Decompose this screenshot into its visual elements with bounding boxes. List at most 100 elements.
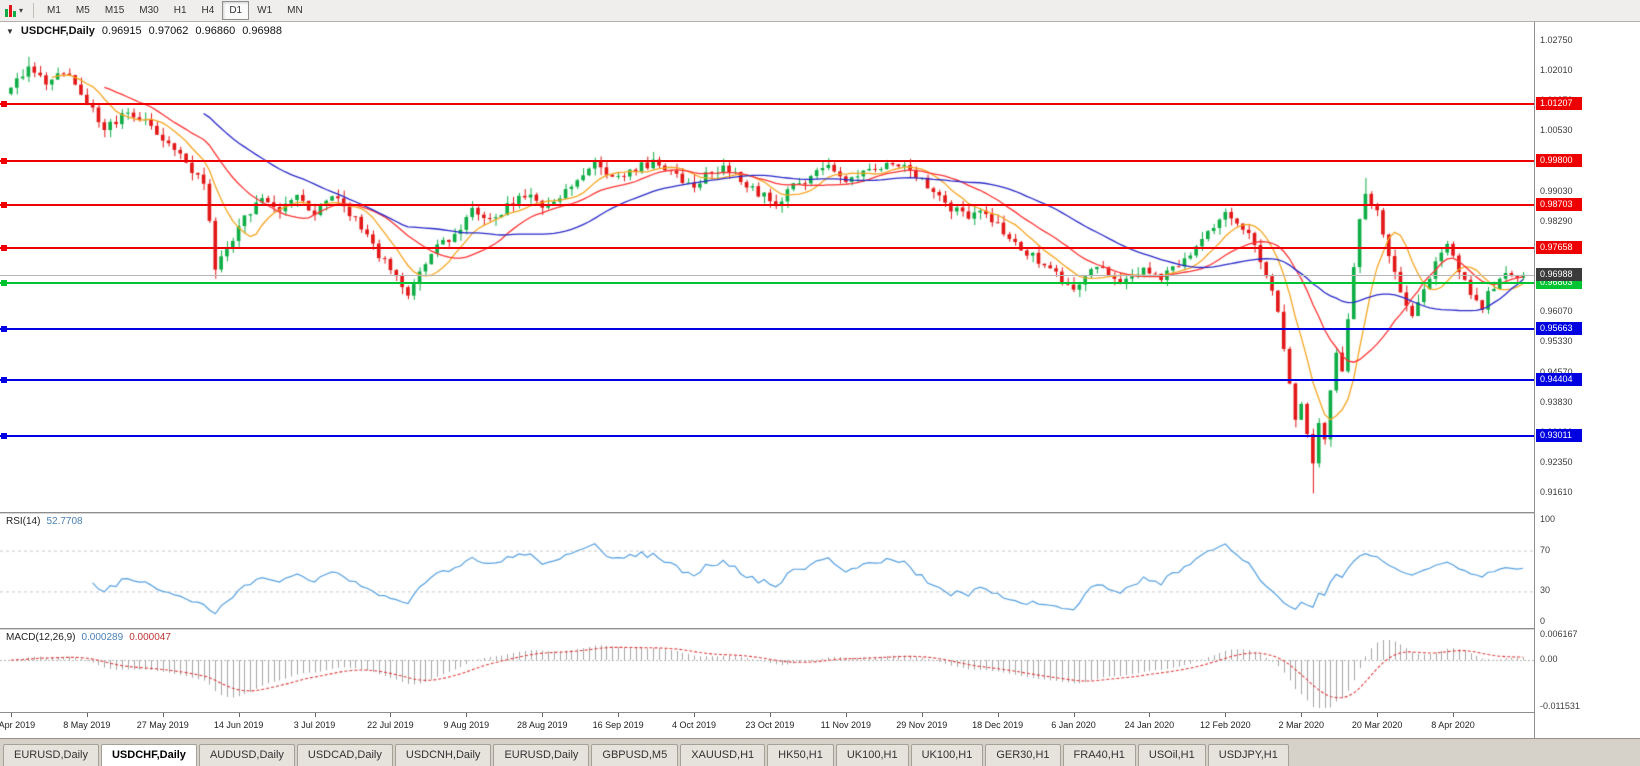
date-label: 27 May 2019 (136, 720, 189, 730)
price-tick-label: 0.96070 (1540, 306, 1573, 317)
timeframe-button-m15[interactable]: M15 (104, 5, 125, 16)
toolbar: ▾ M1 M5 M15 M30 H1 H4 D1 W1 MN (0, 0, 1640, 22)
rsi-canvas[interactable] (0, 514, 1534, 628)
chart-tab-usdchf-daily[interactable]: USDCHF,Daily (100, 744, 197, 766)
price-axis[interactable]: 1.027501.020101.012701.005300.997900.990… (1534, 22, 1640, 738)
date-label: 22 Jul 2019 (367, 720, 414, 730)
timeframe-button-m30[interactable]: M30 (139, 5, 159, 16)
hline-price-label: 1.01207 (1536, 96, 1582, 110)
chart-tab-uk100-h1[interactable]: UK100,H1 (835, 744, 909, 766)
hline-blue-0.94404[interactable] (0, 378, 1534, 381)
hline-price-label: 0.93011 (1536, 429, 1582, 443)
chart-collapse-icon[interactable]: ▼ (6, 26, 14, 36)
last-price-label: 0.96988 (1536, 267, 1582, 281)
date-label: 8 May 2019 (63, 720, 111, 730)
macd-scale-label: 0.006167 (1540, 628, 1578, 639)
chart-tab-uk100-h1[interactable]: UK100,H1 (910, 744, 984, 766)
chart-tab-gbpusd-m5[interactable]: GBPUSD,M5 (591, 744, 679, 766)
rsi-value-label: 52.7708 (46, 516, 83, 527)
hline-red-1.01207[interactable] (0, 102, 1534, 105)
hline-handle[interactable] (1, 157, 7, 164)
time-tick (694, 713, 696, 717)
hline-price-label: 0.95663 (1536, 321, 1582, 335)
macd-title: MACD(12,26,9) 0.000289 0.000047 (6, 632, 171, 643)
macd-main-value: 0.000289 (81, 632, 124, 643)
macd-panel[interactable]: MACD(12,26,9) 0.000289 0.000047 (0, 630, 1534, 712)
timeframe-button-h1[interactable]: H1 (173, 5, 187, 16)
hline-handle[interactable] (1, 325, 7, 332)
macd-name-label: MACD(12,26,9) (6, 632, 76, 643)
time-tick (162, 713, 164, 717)
rsi-panel[interactable]: RSI(14) 52.7708 (0, 514, 1534, 628)
chart-tab-eurusd-daily[interactable]: EURUSD,Daily (3, 744, 99, 766)
price-chart-canvas[interactable] (0, 22, 1534, 512)
hline-handle[interactable] (1, 100, 7, 107)
time-tick (86, 713, 88, 717)
timeframe-button-m1[interactable]: M1 (47, 5, 61, 16)
hline-price-label: 0.94404 (1536, 372, 1582, 386)
timeframe-button-w1[interactable]: W1 (257, 5, 273, 16)
chart-tab-eurusd-daily[interactable]: EURUSD,Daily (493, 744, 590, 766)
chart-tab-usoil-h1[interactable]: USOil,H1 (1137, 744, 1206, 766)
chart-open-value: 0.96915 (101, 25, 142, 37)
rsi-scale-label: 70 (1540, 544, 1551, 555)
hline-red-0.98703[interactable] (0, 204, 1534, 207)
time-axis[interactable]: 19 Apr 2019 8 May 2019 27 May 2019 14 Jun 2… (0, 712, 1534, 738)
panel-divider[interactable] (0, 628, 1534, 630)
chart-tab-xauusd-h1[interactable]: XAUUSD,H1 (680, 744, 766, 766)
chart-tab-audusd-daily[interactable]: AUDUSD,Daily (198, 744, 295, 766)
hline-blue-0.95663[interactable] (0, 327, 1534, 330)
timeframe-button-m5[interactable]: M5 (75, 5, 90, 16)
date-label: 3 Jul 2019 (293, 720, 336, 730)
chart-symbol-label: USDCHF,Daily (20, 25, 95, 37)
date-label: 18 Dec 2019 (972, 720, 1024, 730)
chart-tab-hk50-h1[interactable]: HK50,H1 (767, 744, 834, 766)
hline-green-0.96803[interactable] (0, 281, 1534, 284)
candlestick-chart-icon[interactable] (5, 4, 16, 17)
hline-price-label: 0.97658 (1536, 240, 1582, 254)
date-label: 11 Nov 2019 (820, 720, 871, 730)
chart-type-caret-icon[interactable]: ▾ (19, 6, 24, 15)
chart-tab-ger30-h1[interactable]: GER30,H1 (985, 744, 1061, 766)
chart-title: ▼ USDCHF,Daily 0.96915 0.97062 0.96860 0… (6, 25, 282, 37)
chart-tab-fra40-h1[interactable]: FRA40,H1 (1062, 744, 1136, 766)
chart-high-value: 0.97062 (148, 25, 189, 37)
date-label: 24 Jan 2020 (1124, 720, 1175, 730)
hline-blue-0.93011[interactable] (0, 435, 1534, 438)
macd-canvas[interactable] (0, 630, 1534, 712)
time-tick (1225, 713, 1227, 717)
date-label: 20 Mar 2020 (1351, 720, 1403, 730)
price-tick-label: 1.00530 (1540, 125, 1573, 136)
hline-handle[interactable] (1, 433, 7, 440)
time-tick (390, 713, 392, 717)
timeframe-button-d1[interactable]: D1 (222, 1, 250, 20)
hline-red-0.99800[interactable] (0, 159, 1534, 162)
chart-tab-usdcnh-daily[interactable]: USDCNH,Daily (394, 744, 492, 766)
hline-handle[interactable] (1, 376, 7, 383)
price-tick-label: 0.93830 (1540, 397, 1573, 408)
price-tick-label: 0.91610 (1540, 487, 1573, 498)
hline-handle[interactable] (1, 244, 7, 251)
price-chart-panel[interactable]: ▼ USDCHF,Daily 0.96915 0.97062 0.96860 0… (0, 22, 1534, 512)
time-tick (1073, 713, 1075, 717)
hline-red-0.97658[interactable] (0, 246, 1534, 249)
panel-divider[interactable] (0, 512, 1534, 514)
chart-tab-usdjpy-h1[interactable]: USDJPY,H1 (1207, 744, 1289, 766)
timeframe-button-h4[interactable]: H4 (201, 5, 215, 16)
hline-handle[interactable] (1, 202, 7, 209)
date-label: 23 Oct 2019 (745, 720, 795, 730)
date-label: 8 Apr 2020 (1431, 720, 1475, 730)
time-tick (1149, 713, 1151, 717)
time-tick (997, 713, 999, 717)
date-label: 16 Sep 2019 (592, 720, 644, 730)
price-tick-label: 0.92350 (1540, 457, 1573, 468)
price-tick-label: 0.99030 (1540, 186, 1573, 197)
timeframe-button-mn[interactable]: MN (287, 5, 303, 16)
date-label: 9 Aug 2019 (443, 720, 490, 730)
hline-handle[interactable] (1, 279, 7, 286)
date-label: 14 Jun 2019 (213, 720, 264, 730)
chart-tab-usdcad-daily[interactable]: USDCAD,Daily (296, 744, 393, 766)
time-tick (845, 713, 847, 717)
price-tick-label: 0.94570 (1540, 367, 1573, 378)
price-tick-label: 0.98290 (1540, 216, 1573, 227)
